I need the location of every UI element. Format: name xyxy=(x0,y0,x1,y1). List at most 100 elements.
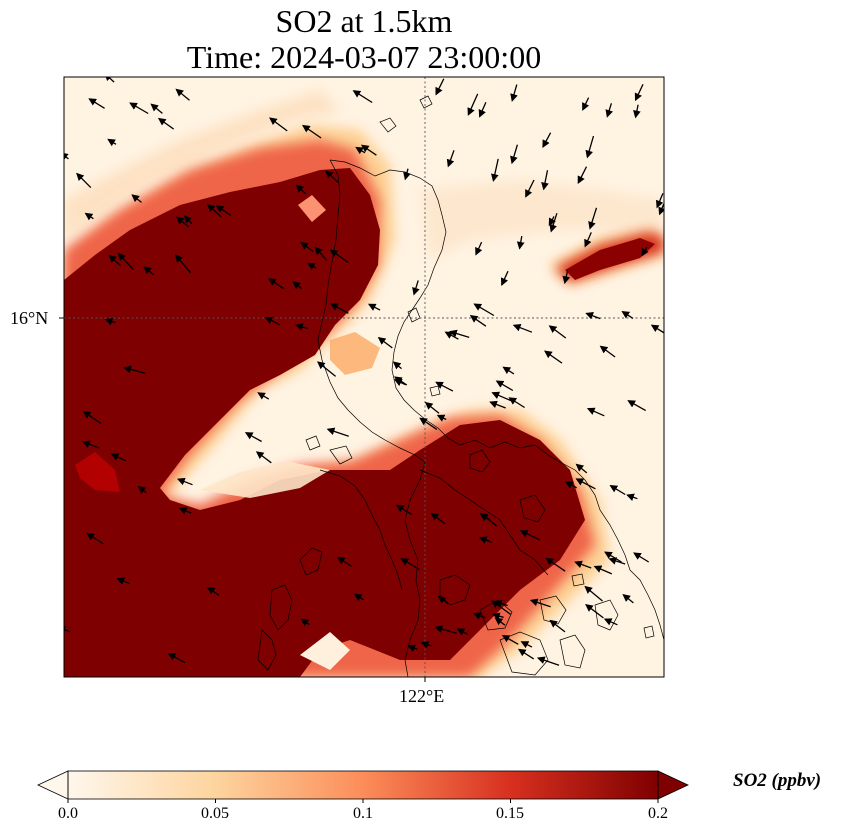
wind-arrow xyxy=(475,241,483,256)
wind-arrow xyxy=(175,216,190,228)
wind-arrow xyxy=(627,400,647,412)
wind-arrow xyxy=(436,414,447,422)
wind-arrow xyxy=(584,585,603,602)
wind-arrow xyxy=(491,600,511,615)
wind-arrow xyxy=(424,401,440,414)
wind-arrow xyxy=(129,102,149,115)
colorbar-tick-label: 0.0 xyxy=(58,805,78,822)
wind-arrow xyxy=(355,146,366,155)
colorbar xyxy=(37,770,689,803)
wind-arrow xyxy=(268,278,285,290)
wind-arrow xyxy=(434,625,457,634)
wind-arrow xyxy=(178,507,192,515)
wind-arrow xyxy=(588,207,598,230)
wind-arrow xyxy=(86,532,104,545)
wind-arrow xyxy=(176,477,193,486)
colorbar-gradient xyxy=(68,771,658,799)
wind-arrow xyxy=(489,400,506,409)
wind-arrow xyxy=(167,653,186,664)
wind-arrow xyxy=(541,170,549,191)
figure-title: SO2 at 1.5km xyxy=(275,3,453,39)
wind-arrow xyxy=(419,417,438,430)
wind-arrow xyxy=(255,451,272,464)
wind-arrow xyxy=(117,252,134,270)
wind-arrow xyxy=(300,618,310,627)
colorbar-tick-label: 0.2 xyxy=(648,805,668,822)
wind-arrow xyxy=(131,194,142,203)
wind-arrow xyxy=(494,617,506,626)
wind-arrow xyxy=(633,552,650,563)
wind-arrow xyxy=(593,565,613,575)
wind-arrow xyxy=(502,366,515,375)
wind-arrow xyxy=(548,216,556,227)
wind-arrow xyxy=(183,215,193,225)
colorbar-extend-high xyxy=(657,770,689,800)
wind-arrow xyxy=(478,536,493,544)
wind-arrow xyxy=(435,78,445,96)
colorbar-title: SO2 (ppbv) xyxy=(733,770,822,791)
wind-arrow xyxy=(495,380,514,392)
wind-arrow xyxy=(157,117,175,130)
wind-arrow xyxy=(215,205,232,216)
wind-arrow xyxy=(437,595,449,605)
wind-arrow xyxy=(81,440,100,449)
wind-arrow xyxy=(525,179,535,198)
figure-subtitle: Time: 2024-03-07 23:00:00 xyxy=(186,39,542,75)
wind-arrow xyxy=(656,193,664,209)
wind-arrow xyxy=(467,93,479,116)
wind-arrow xyxy=(264,316,281,326)
wind-arrow xyxy=(82,410,102,424)
wind-arrow xyxy=(76,172,92,189)
wind-arrow xyxy=(394,376,408,386)
wind-arrow xyxy=(575,478,596,490)
gridlines xyxy=(64,77,664,677)
wind-arrow xyxy=(520,641,533,649)
wind-arrow xyxy=(536,656,560,666)
wind-arrow xyxy=(549,619,566,633)
map-frame xyxy=(63,76,665,678)
wind-arrow xyxy=(407,644,418,652)
wind-arrow xyxy=(123,365,146,375)
colorbar-extend-low xyxy=(37,770,69,800)
wind-arrow xyxy=(107,138,117,147)
wind-arrow xyxy=(377,337,393,349)
wind-arrow xyxy=(585,604,604,619)
wind-arrow xyxy=(400,558,420,571)
wind-arrow xyxy=(512,323,533,333)
wind-arrow xyxy=(329,249,349,264)
coastlines xyxy=(257,95,664,677)
lat-gridline-label: 16°N xyxy=(10,308,49,328)
wind-vectors xyxy=(64,77,664,666)
wind-arrow xyxy=(575,463,588,474)
so2-field xyxy=(64,90,664,677)
wind-arrow xyxy=(608,557,626,565)
colorbar-tick-label: 0.05 xyxy=(201,805,229,822)
wind-arrow xyxy=(562,269,571,285)
wind-arrow xyxy=(472,612,486,620)
wind-arrow xyxy=(599,345,616,358)
wind-arrow xyxy=(500,270,509,286)
wind-arrow xyxy=(446,150,455,168)
wind-arrow xyxy=(110,453,127,462)
wind-arrow xyxy=(430,512,446,525)
wind-arrow xyxy=(510,144,519,165)
wind-arrow xyxy=(257,392,270,400)
wind-arrow xyxy=(542,132,552,148)
wind-arrow xyxy=(269,117,288,132)
wind-arrow xyxy=(456,628,469,636)
wind-arrow xyxy=(491,391,511,402)
wind-arrow xyxy=(412,280,420,296)
wind-arrow xyxy=(352,90,373,104)
wind-arrow xyxy=(516,235,525,250)
wind-arrow xyxy=(585,312,601,320)
lon-gridline-label: 122°E xyxy=(399,686,445,706)
wind-arrow xyxy=(603,618,618,626)
wind-arrow xyxy=(116,577,131,585)
wind-arrow xyxy=(585,135,595,159)
wind-arrow xyxy=(174,254,192,274)
wind-arrow xyxy=(104,77,115,83)
wind-arrow xyxy=(325,170,339,183)
wind-arrow xyxy=(150,103,163,114)
wind-arrow xyxy=(479,513,491,522)
